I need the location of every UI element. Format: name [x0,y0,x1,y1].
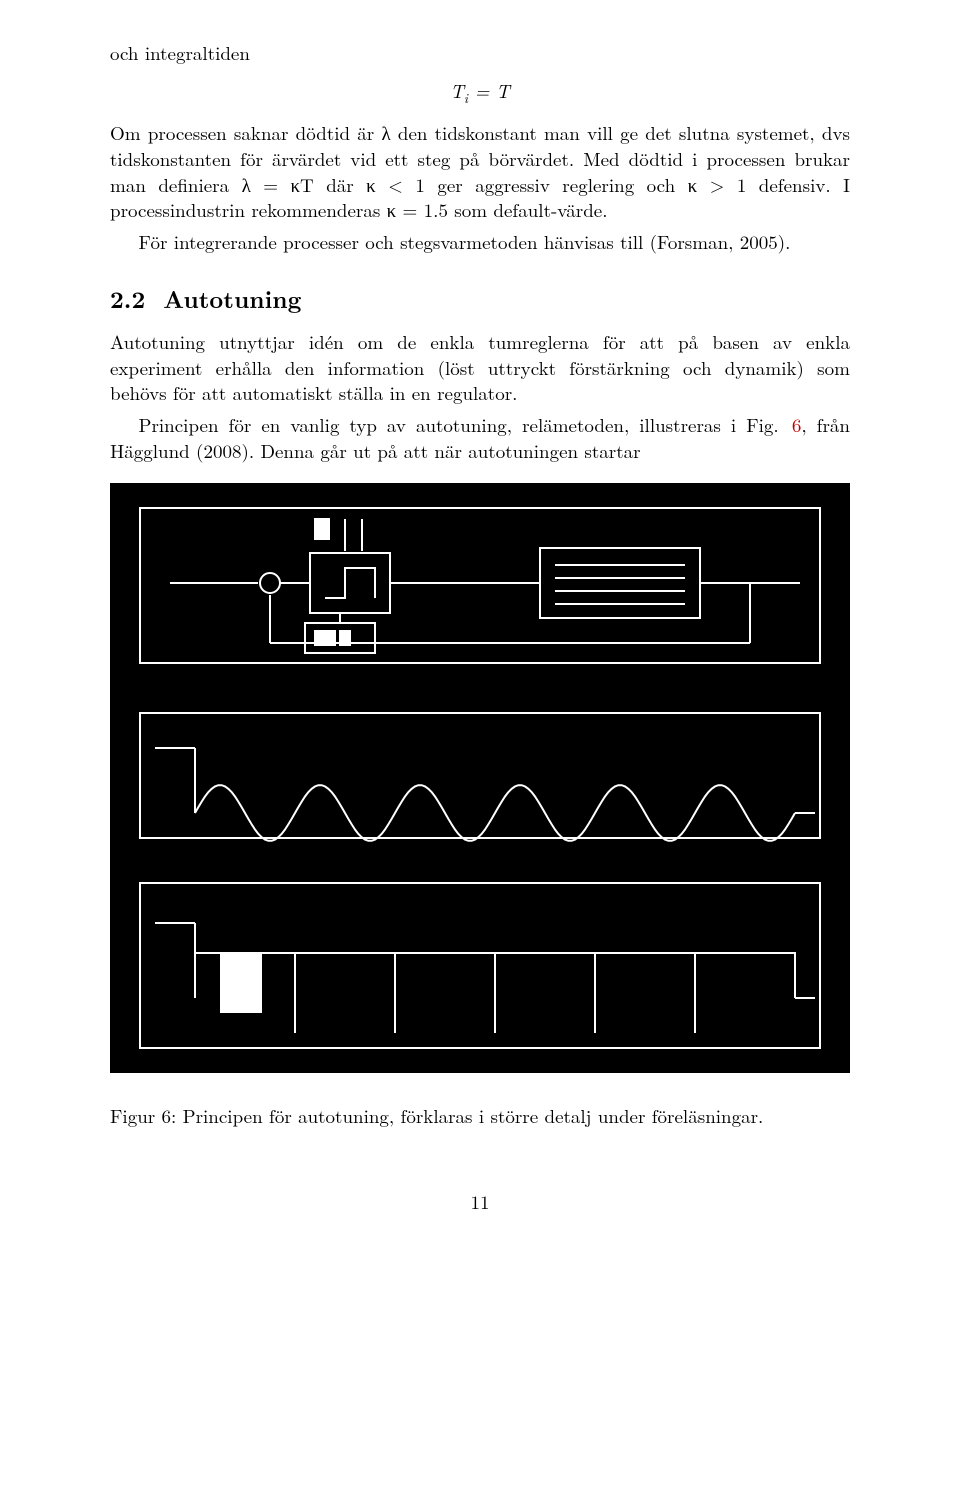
page-number: 11 [110,1189,850,1215]
para-2: Om processen saknar dödtid är λ den tids… [110,120,850,223]
equation-ti: Ti = T [110,78,850,107]
para-lead: och integraltiden [110,40,850,66]
figure-6: Figur 6: Principen för autotuning, förkl… [110,483,850,1129]
figure-caption: Figur 6: Principen för autotuning, förkl… [110,1103,850,1129]
section-heading: 2.2 Autotuning [110,283,850,315]
para-5: Principen för en vanlig typ av autotunin… [110,412,850,463]
figure-panel-bottom [110,858,850,1073]
figure-ref-6: 6 [792,411,802,438]
para-4: Autotuning utnyttjar idén om de enkla tu… [110,329,850,406]
section-number: 2.2 [110,282,145,316]
para-5a: Principen för en vanlig typ av autotunin… [139,411,792,438]
section-title: Autotuning [163,282,301,316]
figure-panel-middle [110,693,850,858]
figure-panel-top [110,483,850,693]
para-3: För integrerande processer och stegsvarm… [110,229,850,255]
